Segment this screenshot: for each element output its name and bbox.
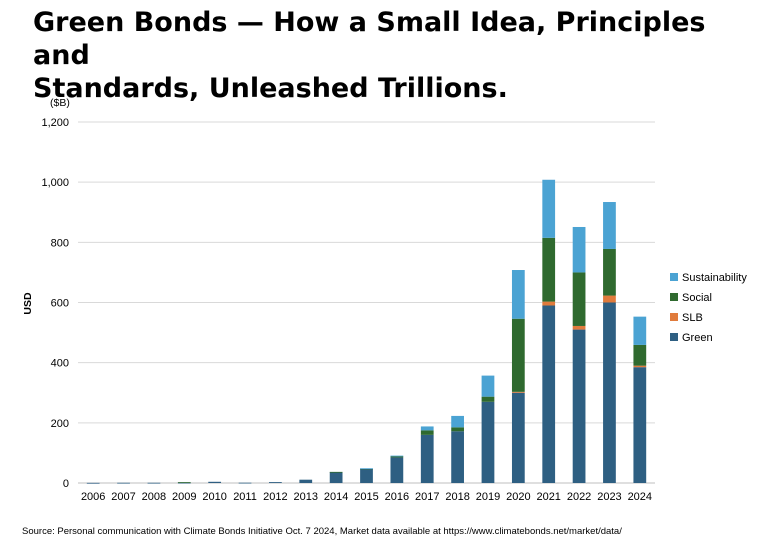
bar-sustainability-2022 [572, 226, 586, 273]
y-axis-title: USD [22, 292, 34, 315]
bar-slb-2024 [633, 365, 647, 368]
bar-sustainability-2020 [511, 270, 525, 319]
x-tick-label: 2015 [354, 491, 378, 503]
x-tick-label: 2024 [628, 491, 652, 503]
x-tick-label: 2008 [142, 491, 166, 503]
bar-social-2023 [603, 248, 616, 296]
bar-social-2017 [420, 430, 434, 435]
y-tick-label: 0 [63, 478, 69, 490]
bar-social-2018 [451, 427, 464, 432]
bar-green-2009 [177, 482, 191, 484]
bar-green-2022 [572, 329, 586, 483]
bar-social-2022 [572, 272, 586, 326]
x-tick-label: 2022 [567, 491, 591, 503]
bar-green-2018 [451, 431, 464, 483]
x-tick-label: 2021 [536, 491, 560, 503]
bar-sustainability-2017 [420, 426, 434, 431]
x-tick-label: 2013 [294, 491, 318, 503]
y-tick-label: 200 [51, 418, 69, 430]
y-tick-label: 600 [51, 298, 69, 310]
legend-swatch-slb [670, 313, 678, 321]
y-tick-label: 400 [51, 358, 69, 370]
bar-sustainability-2024 [633, 316, 647, 345]
bar-slb-2020 [511, 391, 525, 393]
x-tick-label: 2016 [385, 491, 409, 503]
bar-sustainability-2019 [481, 375, 495, 397]
x-tick-label: 2009 [172, 491, 196, 503]
bar-social-2016 [390, 456, 404, 458]
bar-slb-2022 [572, 325, 586, 330]
bar-green-2008 [147, 482, 161, 484]
x-tick-label: 2011 [233, 491, 257, 503]
bar-sustainability-2023 [603, 202, 616, 249]
bar-slb-2021 [542, 301, 556, 306]
bar-green-2016 [390, 457, 404, 483]
y-tick-label: 800 [51, 237, 69, 249]
legend-label-green: Green [682, 332, 713, 344]
bar-social-2009 [177, 482, 191, 483]
x-tick-label: 2019 [476, 491, 500, 503]
bar-green-2007 [117, 482, 130, 484]
legend-label-social: Social [682, 292, 712, 304]
title-line-2: Standards, Unleashed Trillions. [33, 73, 508, 104]
bar-green-2021 [542, 305, 556, 483]
y-tick-label: 1,200 [41, 117, 69, 129]
legend-swatch-social [670, 293, 678, 301]
x-tick-label: 2007 [111, 491, 135, 503]
legend-label-sustainability: Sustainability [682, 272, 747, 284]
bar-green-2010 [208, 481, 222, 483]
bar-green-2024 [633, 367, 647, 483]
bar-green-2017 [420, 434, 434, 483]
bar-green-2011 [238, 482, 252, 484]
bar-social-2021 [542, 237, 556, 302]
x-tick-label: 2006 [81, 491, 105, 503]
source-note: Source: Personal communication with Clim… [22, 526, 622, 537]
bar-green-2019 [481, 401, 495, 483]
x-tick-label: 2010 [202, 491, 226, 503]
legend-swatch-sustainability [670, 273, 678, 281]
unit-label: ($B) [50, 97, 70, 109]
bar-green-2015 [360, 468, 373, 483]
bar-social-2024 [633, 344, 647, 366]
x-tick-label: 2023 [597, 491, 621, 503]
bar-green-2020 [511, 392, 525, 483]
x-tick-label: 2020 [506, 491, 530, 503]
bar-social-2020 [511, 318, 525, 392]
chart-title: Green Bonds — How a Small Idea, Principl… [33, 6, 753, 105]
title-line-1: Green Bonds — How a Small Idea, Principl… [33, 7, 706, 71]
x-tick-label: 2014 [324, 491, 348, 503]
bar-sustainability-2021 [542, 179, 556, 238]
bar-slb-2023 [603, 295, 616, 303]
legend-swatch-green [670, 333, 678, 341]
bar-social-2019 [481, 396, 495, 402]
y-tick-label: 1,000 [41, 177, 69, 189]
x-tick-label: 2017 [415, 491, 439, 503]
bar-sustainability-2016 [390, 455, 404, 457]
bar-green-2012 [269, 482, 282, 483]
bar-green-2006 [86, 482, 100, 484]
bar-sustainability-2015 [360, 468, 373, 470]
bar-green-2023 [603, 302, 616, 483]
bar-green-2014 [329, 472, 343, 483]
bar-green-2013 [299, 479, 313, 483]
bar-social-2014 [329, 471, 343, 473]
legend-label-slb: SLB [682, 312, 703, 324]
x-tick-label: 2018 [445, 491, 469, 503]
bar-sustainability-2018 [451, 415, 464, 428]
x-tick-label: 2012 [263, 491, 287, 503]
